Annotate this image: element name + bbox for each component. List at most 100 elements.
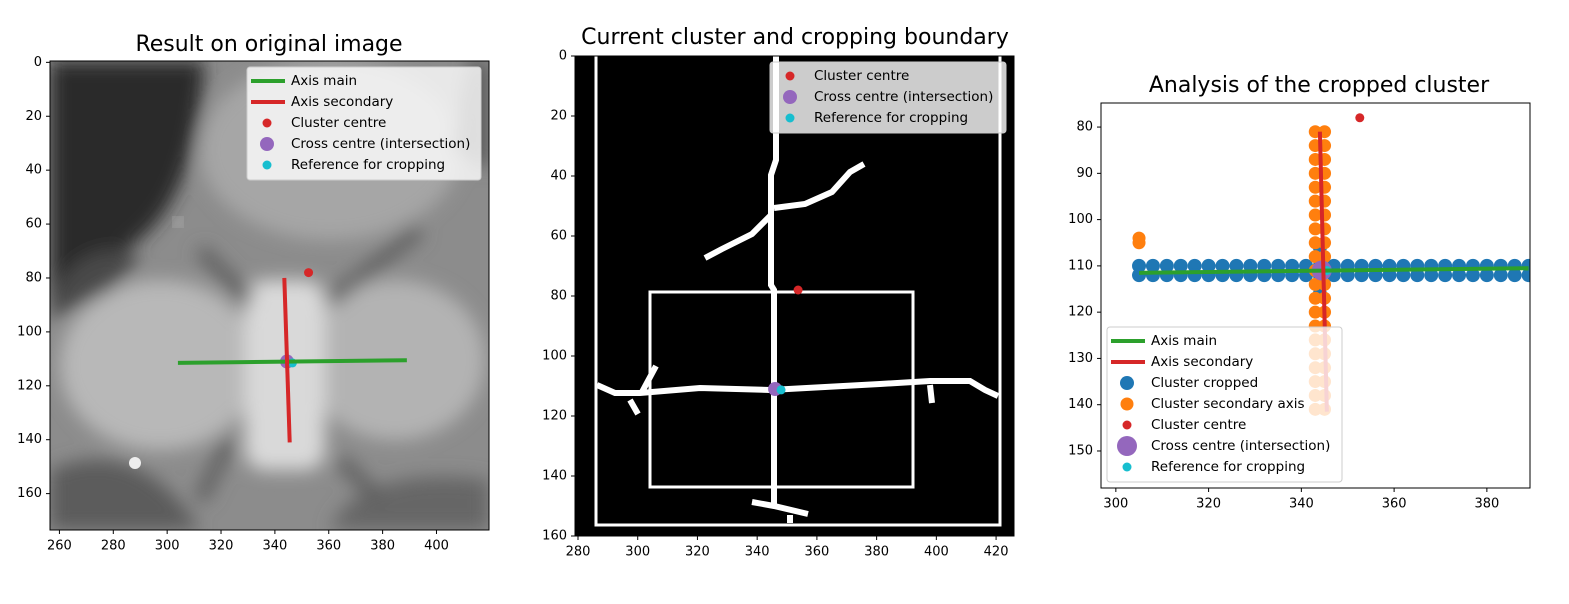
y-tick-label: 120 bbox=[542, 409, 567, 424]
scatter-point bbox=[1452, 268, 1467, 283]
x-tick-label: 400 bbox=[924, 545, 949, 560]
y-tick-label: 160 bbox=[542, 529, 567, 544]
x-tick-label: 360 bbox=[804, 545, 829, 560]
scatter-point bbox=[1355, 113, 1365, 123]
scatter-point bbox=[1308, 277, 1322, 291]
scatter-point bbox=[1308, 194, 1322, 208]
y-tick-label: 160 bbox=[17, 486, 42, 501]
y-tick-label: 0 bbox=[559, 49, 567, 64]
axes-frame bbox=[1100, 102, 1531, 489]
legend: Axis main Axis secondary Cluster cropped Cl… bbox=[1106, 326, 1343, 483]
y-tick-label: 20 bbox=[550, 109, 567, 124]
scatter-point bbox=[1308, 236, 1322, 250]
scatter-point bbox=[1479, 268, 1494, 283]
x-tick-label: 380 bbox=[1474, 497, 1499, 512]
x-tick-label: 300 bbox=[155, 539, 180, 554]
scatter-point bbox=[776, 385, 786, 395]
legend-label: Cluster centre bbox=[814, 68, 909, 84]
scatter-point bbox=[304, 268, 314, 278]
plot-area bbox=[768, 285, 803, 396]
scatter-point bbox=[1465, 268, 1480, 283]
scatter-point bbox=[1438, 268, 1453, 283]
legend-label: Cross centre (intersection) bbox=[291, 136, 470, 152]
legend: Cluster centre Cross centre (intersection… bbox=[769, 61, 1007, 134]
legend-swatch bbox=[1120, 397, 1134, 411]
legend-swatch bbox=[1122, 462, 1132, 472]
x-tick-label: 360 bbox=[1382, 497, 1407, 512]
legend-label: Axis main bbox=[1151, 333, 1217, 349]
scatter-point bbox=[1145, 268, 1160, 283]
x-tick-label: 280 bbox=[101, 539, 126, 554]
subplot: Result on original image 260 280 300 320 340 3… bbox=[17, 32, 490, 554]
y-tick-label: 130 bbox=[1068, 351, 1093, 366]
scatter-point bbox=[1308, 222, 1322, 236]
x-tick-label: 380 bbox=[370, 539, 395, 554]
x-tick-label: 300 bbox=[625, 545, 650, 560]
axes-frame bbox=[49, 60, 490, 531]
legend-label: Reference for cropping bbox=[1151, 459, 1305, 475]
x-tick-label: 260 bbox=[47, 539, 72, 554]
legend-label: Cross centre (intersection) bbox=[1151, 438, 1330, 454]
legend-swatch bbox=[783, 90, 797, 104]
y-tick-label: 80 bbox=[1076, 120, 1093, 135]
legend: Axis main Axis secondary Cluster centre Cro… bbox=[246, 66, 482, 181]
legend-swatch bbox=[785, 71, 795, 81]
legend-label: Axis secondary bbox=[1151, 354, 1253, 370]
axis-line bbox=[1139, 266, 1529, 275]
x-tick-label: 300 bbox=[1103, 497, 1128, 512]
scatter-point bbox=[1159, 268, 1174, 283]
scatter-point bbox=[1132, 268, 1147, 283]
x-tick-label: 360 bbox=[316, 539, 341, 554]
y-tick-label: 140 bbox=[542, 469, 567, 484]
legend-swatch bbox=[262, 118, 272, 128]
y-tick-label: 100 bbox=[542, 349, 567, 364]
x-tick-label: 320 bbox=[685, 545, 710, 560]
x-tick-label: 400 bbox=[424, 539, 449, 554]
x-tick-label: 340 bbox=[262, 539, 287, 554]
chart-title: Analysis of the cropped cluster bbox=[1149, 73, 1490, 98]
x-tick-label: 340 bbox=[745, 545, 770, 560]
x-tick-label: 320 bbox=[209, 539, 234, 554]
scatter-point bbox=[1308, 180, 1322, 194]
scatter-point bbox=[1318, 222, 1332, 236]
scatter-point bbox=[1308, 250, 1322, 264]
scatter-point bbox=[1173, 268, 1188, 283]
legend-swatch bbox=[262, 160, 272, 170]
legend-label: Reference for cropping bbox=[291, 157, 445, 173]
chart-title: Current cluster and cropping boundary bbox=[581, 25, 1009, 50]
legend-box bbox=[246, 66, 482, 181]
scatter-point bbox=[1308, 166, 1322, 180]
y-tick-label: 120 bbox=[17, 378, 42, 393]
plot-area bbox=[177, 268, 407, 443]
legend-label: Axis secondary bbox=[291, 94, 393, 110]
x-tick-label: 320 bbox=[1196, 497, 1221, 512]
scatter-point bbox=[1308, 208, 1322, 222]
scatter-point bbox=[1132, 236, 1146, 250]
y-tick-label: 140 bbox=[1068, 397, 1093, 412]
y-tick-label: 100 bbox=[1068, 212, 1093, 227]
y-tick-label: 60 bbox=[25, 217, 42, 232]
legend-label: Axis main bbox=[291, 73, 357, 89]
scatter-point bbox=[1493, 268, 1508, 283]
x-tick-label: 420 bbox=[984, 545, 1009, 560]
legend-label: Reference for cropping bbox=[814, 110, 968, 126]
y-tick-label: 80 bbox=[25, 270, 42, 285]
skeleton-image bbox=[575, 56, 1014, 536]
y-tick-label: 20 bbox=[25, 109, 42, 124]
y-tick-label: 40 bbox=[25, 163, 42, 178]
legend-label: Cluster centre bbox=[291, 115, 386, 131]
legend-label: Cluster cropped bbox=[1151, 375, 1258, 391]
legend-label: Cross centre (intersection) bbox=[814, 89, 993, 105]
subplot: Analysis of the cropped cluster 300 320 340… bbox=[1068, 73, 1531, 512]
scatter-point bbox=[1308, 291, 1322, 305]
axis-line bbox=[282, 277, 292, 443]
axis-line bbox=[177, 358, 407, 365]
legend-box bbox=[1106, 326, 1343, 483]
y-tick-label: 80 bbox=[550, 289, 567, 304]
legend-swatch bbox=[785, 113, 795, 123]
y-tick-label: 90 bbox=[1076, 166, 1093, 181]
scatter-point bbox=[1507, 268, 1522, 283]
x-tick-label: 280 bbox=[566, 545, 591, 560]
legend-swatch bbox=[1117, 436, 1137, 456]
